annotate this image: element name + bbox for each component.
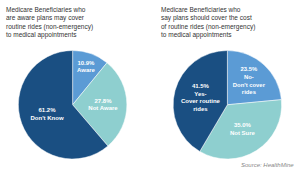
svg-text:Medicare Beneficiaries whosay: Medicare Beneficiaries whosay plans shou… (161, 6, 255, 39)
svg-text:Source: HealthMine: Source: HealthMine (241, 162, 294, 168)
svg-text:41.5%Yes-Cover routinerides: 41.5%Yes-Cover routinerides (181, 83, 221, 112)
svg-text:61.2%Don't Know: 61.2%Don't Know (30, 107, 63, 121)
svg-text:10.9%Aware: 10.9%Aware (77, 60, 96, 74)
svg-text:35.0%Not Sure: 35.0%Not Sure (230, 122, 256, 136)
svg-text:27.8%Not Aware: 27.8%Not Aware (88, 98, 118, 112)
svg-text:23.5%No-Don't coverrides: 23.5%No-Don't coverrides (233, 66, 266, 95)
svg-text:Medicare Beneficiaries whoare: Medicare Beneficiaries whoare aware plan… (6, 6, 93, 39)
